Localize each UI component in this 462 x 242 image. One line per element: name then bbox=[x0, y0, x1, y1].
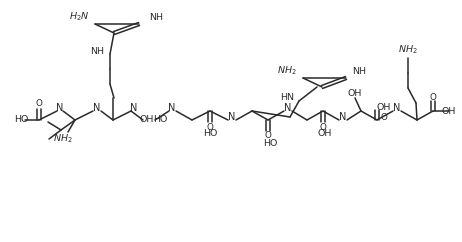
Text: O: O bbox=[265, 131, 272, 141]
Text: OH: OH bbox=[442, 106, 456, 115]
Text: HO: HO bbox=[263, 138, 277, 148]
Text: HO: HO bbox=[153, 115, 167, 124]
Text: O: O bbox=[207, 122, 213, 131]
Text: NH: NH bbox=[149, 13, 163, 22]
Text: O: O bbox=[381, 113, 388, 121]
Text: N: N bbox=[168, 103, 176, 113]
Text: OH: OH bbox=[377, 103, 391, 112]
Text: O: O bbox=[430, 92, 437, 101]
Text: OH: OH bbox=[140, 115, 154, 124]
Text: N: N bbox=[339, 112, 346, 122]
Text: N: N bbox=[228, 112, 236, 122]
Text: $H_2N$: $H_2N$ bbox=[68, 11, 89, 23]
Text: $NH_2$: $NH_2$ bbox=[398, 44, 418, 56]
Text: N: N bbox=[56, 103, 64, 113]
Text: $NH_2$: $NH_2$ bbox=[53, 133, 73, 145]
Text: N: N bbox=[393, 103, 401, 113]
Text: NH: NH bbox=[352, 67, 366, 76]
Text: O: O bbox=[320, 122, 327, 131]
Text: OH: OH bbox=[348, 89, 362, 98]
Text: NH: NH bbox=[90, 46, 104, 55]
Text: N: N bbox=[284, 103, 292, 113]
Text: OH: OH bbox=[318, 129, 332, 138]
Text: N: N bbox=[93, 103, 101, 113]
Text: HO: HO bbox=[203, 129, 217, 138]
Text: HO: HO bbox=[14, 115, 28, 124]
Text: $NH_2$: $NH_2$ bbox=[277, 65, 297, 77]
Text: N: N bbox=[130, 103, 138, 113]
Text: HN: HN bbox=[280, 92, 294, 101]
Text: O: O bbox=[36, 99, 43, 108]
